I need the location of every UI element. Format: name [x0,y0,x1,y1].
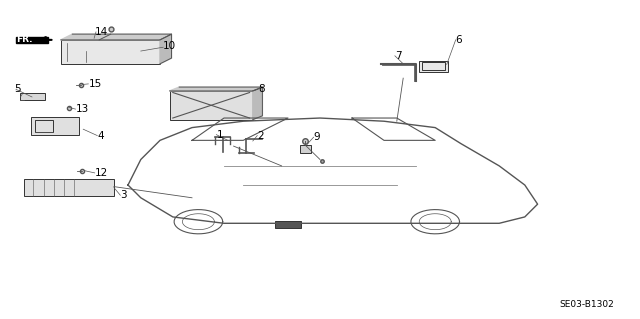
Text: 5: 5 [14,84,20,94]
Text: 13: 13 [76,104,89,114]
Text: 15: 15 [88,79,102,89]
Polygon shape [170,87,262,91]
Text: 6: 6 [456,35,462,45]
Text: 1: 1 [216,130,223,140]
Text: FR.: FR. [16,35,33,44]
Text: 4: 4 [97,130,104,141]
Text: 14: 14 [95,27,108,37]
Bar [419,61,448,72]
Bar [61,40,160,64]
Text: SE03-B1302: SE03-B1302 [559,300,614,309]
Text: 12: 12 [95,168,108,178]
Bar [24,179,114,196]
Bar [20,93,45,100]
Bar [300,145,311,153]
Polygon shape [61,34,172,40]
Polygon shape [16,37,48,43]
Text: 8: 8 [258,84,264,94]
Bar [275,221,301,228]
Text: 7: 7 [395,51,401,61]
Text: 9: 9 [314,132,320,142]
Text: 2: 2 [257,130,264,141]
Bar [422,62,445,70]
Bar [31,117,79,135]
Text: 3: 3 [120,190,127,200]
Bar [170,91,253,120]
Polygon shape [160,34,172,64]
Polygon shape [253,87,262,120]
Bar [35,120,53,132]
Text: 10: 10 [163,41,177,51]
